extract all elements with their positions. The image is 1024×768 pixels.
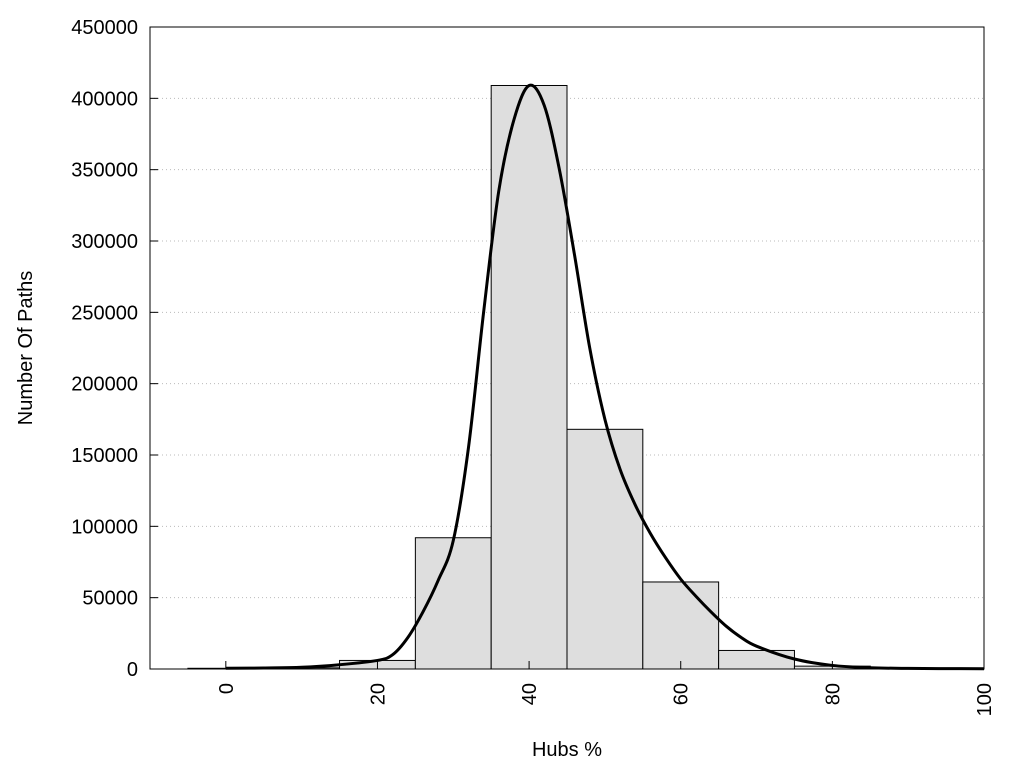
x-axis-title: Hubs % [532,739,602,761]
x-tick-label: 80 [822,683,844,705]
density-curve [225,83,985,671]
x-tick-label: 0 [216,683,238,694]
y-tick-label: 450000 [71,17,138,39]
y-tick-label: 200000 [71,374,138,396]
density-curve-layer [225,83,985,671]
plot-frame [149,26,985,670]
histogram-bars [187,84,985,670]
y-tick-label: 50000 [82,588,138,610]
y-tick-label: 150000 [71,445,138,467]
y-tick-label: 0 [127,659,138,681]
y-axis-title: Number Of Paths [15,271,37,426]
y-tick-label: 400000 [71,88,138,110]
x-tick-label: 100 [974,683,996,716]
y-tick-labels: 0 50000 100000 150000 200000 250000 300000 3500… [71,17,138,681]
histogram-bar [566,428,644,670]
histogram-bar [718,649,795,670]
y-tick-label: 100000 [71,516,138,538]
y-tick-label: 300000 [71,231,138,253]
histogram-bar [490,84,568,670]
y-tick-label: 250000 [71,302,138,324]
x-tick-labels: 0 20 40 60 80 100 [216,683,996,716]
x-tick-label: 20 [367,683,389,705]
histogram-bar [642,581,720,670]
x-tick-label: 40 [519,683,541,705]
axis-ticks [150,26,985,670]
x-tick-label: 60 [671,683,693,705]
y-tick-label: 350000 [71,160,138,182]
